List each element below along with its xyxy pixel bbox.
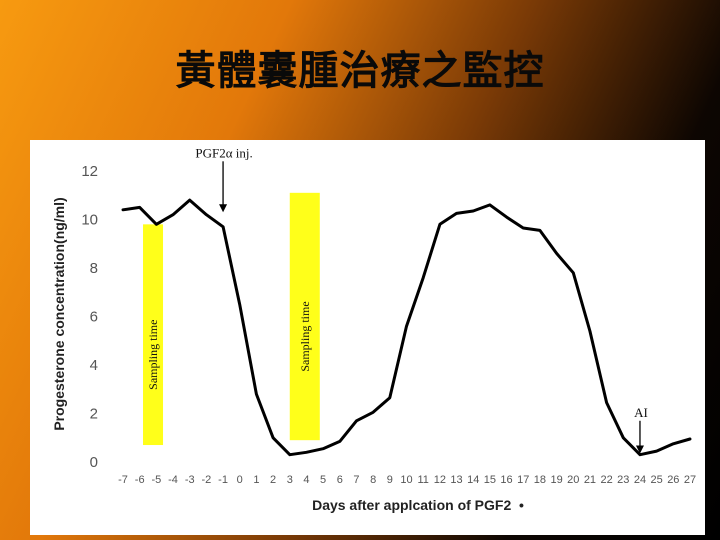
slide-title: 黃體囊腫治療之監控 xyxy=(175,48,545,94)
x-tick-label: -5 xyxy=(151,474,161,486)
y-tick-label: 4 xyxy=(90,357,98,374)
y-axis-title: Progesterone concentration(ng/ml) xyxy=(51,197,67,430)
x-tick-label: 4 xyxy=(303,474,309,486)
series-lines xyxy=(121,198,692,457)
x-tick-label: 3 xyxy=(287,474,293,486)
x-tick-label: 5 xyxy=(320,474,326,486)
x-tick-label: 27 xyxy=(684,474,696,486)
x-tick-label: 15 xyxy=(484,474,496,486)
x-tick-label: -6 xyxy=(135,474,145,486)
x-tick-label: 10 xyxy=(400,474,412,486)
x-tick-label: -4 xyxy=(168,474,178,486)
x-tick-label: 1 xyxy=(253,474,259,486)
y-tick-label: 10 xyxy=(81,212,98,229)
x-tick-label: 2 xyxy=(270,474,276,486)
y-tick-label: 2 xyxy=(90,406,98,423)
sampling-band-label-2: Sampling time xyxy=(298,301,312,371)
x-tick-label: 25 xyxy=(651,474,663,486)
annotation-label-2: AI xyxy=(634,405,648,420)
sampling-band-label-1: Sampling time xyxy=(146,320,160,390)
sampling-bands: Sampling time Sampling time xyxy=(143,192,320,446)
x-tick-label: 23 xyxy=(617,474,629,486)
x-tick-label: 22 xyxy=(600,474,612,486)
annotation-arrowhead-2 xyxy=(635,445,644,454)
x-tick-label: -2 xyxy=(201,474,211,486)
x-tick-label: 8 xyxy=(370,474,376,486)
y-tick-label: 8 xyxy=(90,260,98,277)
sampling-band-1 xyxy=(143,224,164,446)
y-tick-label: 6 xyxy=(90,309,98,326)
x-tick-label: 24 xyxy=(634,474,646,486)
x-tick-label: 17 xyxy=(517,474,529,486)
annotation-label-1: PGF2α inj. xyxy=(195,145,252,160)
y-tick-labels: 0 2 4 6 8 10 12 xyxy=(81,163,98,471)
x-tick-label: 20 xyxy=(567,474,579,486)
x-tick-label: 16 xyxy=(500,474,512,486)
x-tick-labels: -7 -6 -5 -4 -3 -2 -1 0 1 2 3 4 5 6 7 8 9 10 11 12 13 14 15 16 17… xyxy=(118,474,696,486)
x-tick-label: 13 xyxy=(450,474,462,486)
x-tick-label: -1 xyxy=(218,474,228,486)
x-tick-label: 26 xyxy=(667,474,679,486)
x-tick-label: 6 xyxy=(337,474,343,486)
x-tick-label: 7 xyxy=(353,474,359,486)
x-axis-title: Days after applcation of PGF2 • xyxy=(312,497,524,513)
y-tick-label: 12 xyxy=(81,163,98,180)
series-line-1 xyxy=(121,198,692,457)
x-tick-label: 21 xyxy=(584,474,596,486)
x-tick-label: -3 xyxy=(185,474,195,486)
chart-panel: Sampling time Sampling time 0 2 4 6 8 10 12 -7-… xyxy=(30,140,705,535)
x-tick-label: -7 xyxy=(118,474,128,486)
x-tick-label: 12 xyxy=(434,474,446,486)
x-tick-label: 14 xyxy=(467,474,479,486)
annotations: PGF2α inj. AI xyxy=(195,145,648,454)
annotation-arrowhead-1 xyxy=(219,204,228,213)
x-tick-label: 0 xyxy=(237,474,243,486)
y-tick-label: 0 xyxy=(90,454,98,471)
x-tick-label: 11 xyxy=(417,474,428,486)
x-tick-label: 18 xyxy=(534,474,546,486)
x-tick-label: 19 xyxy=(550,474,562,486)
x-tick-label: 9 xyxy=(387,474,393,486)
sampling-band-2 xyxy=(289,192,320,441)
